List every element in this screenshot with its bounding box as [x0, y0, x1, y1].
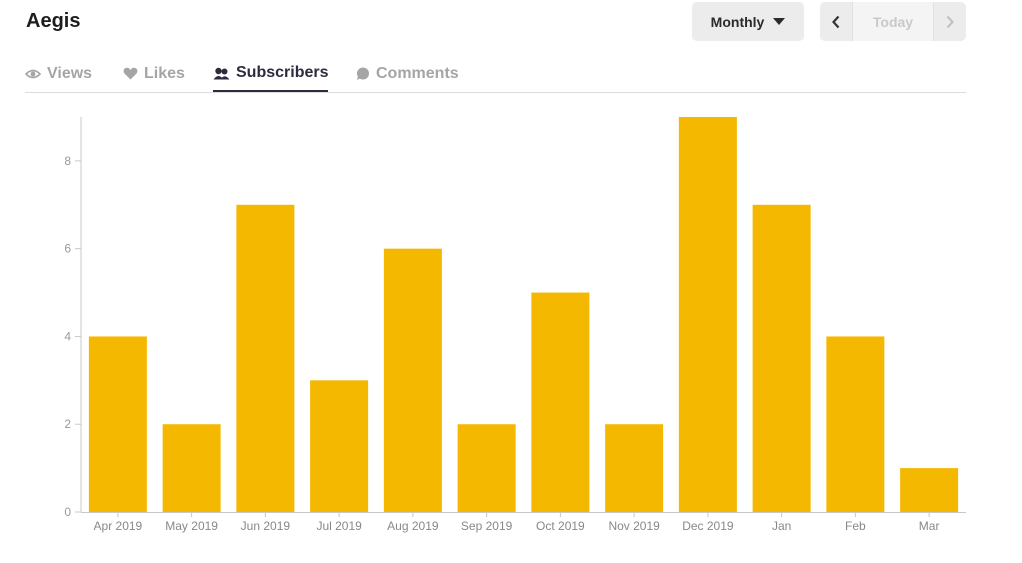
- tab-subscribers-label: Subscribers: [236, 64, 329, 81]
- bar[interactable]: [531, 292, 590, 512]
- x-tick-label: Dec 2019: [682, 519, 734, 533]
- chevron-left-icon: [832, 15, 840, 28]
- bar[interactable]: [88, 336, 147, 512]
- tab-views-label: Views: [47, 64, 93, 82]
- site-title: Aegis: [26, 10, 81, 32]
- bar[interactable]: [383, 248, 442, 512]
- tab-subscribers[interactable]: Subscribers: [213, 56, 329, 92]
- y-tick-label: 2: [64, 417, 71, 431]
- bar[interactable]: [900, 468, 959, 512]
- tab-likes-label: Likes: [144, 64, 185, 82]
- x-tick-label: Apr 2019: [94, 519, 143, 533]
- stats-tabs: Views Likes Subscribers Comments: [25, 56, 966, 93]
- today-button[interactable]: Today: [852, 2, 934, 41]
- y-tick-label: 4: [64, 329, 71, 343]
- y-tick-label: 8: [64, 154, 71, 168]
- tab-comments-label: Comments: [376, 64, 459, 82]
- heart-icon: [123, 67, 138, 80]
- comment-icon: [357, 67, 369, 80]
- period-dropdown[interactable]: Monthly: [692, 2, 804, 41]
- bar[interactable]: [826, 336, 885, 512]
- x-tick-label: Jun 2019: [241, 519, 291, 533]
- chevron-right-icon: [946, 15, 954, 28]
- x-tick-label: Jul 2019: [316, 519, 362, 533]
- tab-comments[interactable]: Comments: [356, 56, 459, 91]
- next-period-button[interactable]: [934, 2, 966, 41]
- x-tick-label: Oct 2019: [536, 519, 585, 533]
- people-icon: [213, 67, 230, 79]
- x-tick-label: Feb: [845, 519, 866, 533]
- x-tick-label: Mar: [919, 519, 940, 533]
- x-tick-label: May 2019: [165, 519, 218, 533]
- x-tick-label: Sep 2019: [461, 519, 513, 533]
- tab-views[interactable]: Views: [25, 56, 92, 91]
- bar[interactable]: [752, 204, 811, 512]
- y-tick-label: 0: [64, 505, 71, 519]
- bar[interactable]: [310, 380, 369, 512]
- date-pager: Today: [820, 2, 966, 41]
- bar[interactable]: [162, 424, 221, 512]
- x-tick-label: Nov 2019: [608, 519, 660, 533]
- eye-icon: [25, 69, 41, 78]
- y-tick-label: 6: [64, 242, 71, 256]
- bar[interactable]: [605, 424, 664, 512]
- period-label: Monthly: [710, 13, 765, 30]
- tab-likes[interactable]: Likes: [123, 56, 185, 91]
- bar[interactable]: [457, 424, 516, 512]
- caret-down-icon: [773, 18, 786, 25]
- bar[interactable]: [678, 117, 737, 512]
- x-tick-label: Jan: [772, 519, 791, 533]
- bar[interactable]: [236, 204, 295, 512]
- previous-period-button[interactable]: [820, 2, 852, 41]
- x-tick-label: Aug 2019: [387, 519, 439, 533]
